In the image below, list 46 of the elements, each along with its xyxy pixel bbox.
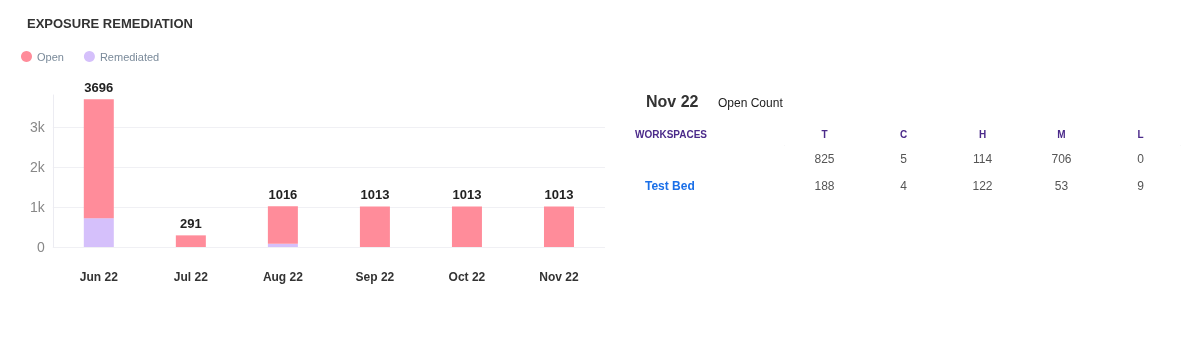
legend-label: Remediated <box>99 50 160 63</box>
x-tick-label: L <box>1137 128 1144 140</box>
x-tick-label: H <box>978 128 987 140</box>
bar <box>83 99 114 219</box>
data-label: 114 <box>972 151 993 166</box>
x-tick-label: T <box>821 128 828 140</box>
bar <box>543 206 574 247</box>
bar <box>83 218 114 247</box>
chart-subtitle: Open Count <box>718 96 784 110</box>
bar <box>175 235 206 247</box>
data-label: 706 <box>1051 151 1072 166</box>
total-label: 3696 <box>84 80 114 96</box>
data-label: 53 <box>1054 179 1069 194</box>
total-label: 1013 <box>544 187 574 203</box>
total-label: 1016 <box>268 187 298 203</box>
y-axis-title: WORKSPACES <box>635 128 708 140</box>
y-tick-label: 1k <box>29 199 46 215</box>
x-tick-label: Oct 22 <box>448 270 486 284</box>
data-label: 0 <box>1137 151 1145 166</box>
x-tick-label: Jun 22 <box>79 270 119 284</box>
data-label: 5 <box>900 151 908 166</box>
x-tick-label: M <box>1057 128 1066 140</box>
bar <box>267 206 298 244</box>
data-label: 825 <box>814 151 835 166</box>
bar <box>267 243 298 247</box>
total-label: 1013 <box>452 187 482 203</box>
chart-title: Nov 22 <box>646 92 699 110</box>
bar <box>359 206 390 247</box>
x-tick-label: Nov 22 <box>539 270 579 284</box>
data-label: 188 <box>814 179 835 194</box>
x-tick-label: Jul 22 <box>173 270 209 284</box>
bar <box>451 206 482 247</box>
y-tick-label: Test Bed <box>645 179 695 194</box>
total-label: 291 <box>179 216 202 232</box>
chart-title: EXPOSURE REMEDIATION <box>27 16 193 31</box>
total-label: 1013 <box>360 187 390 203</box>
data-label: 122 <box>972 179 993 194</box>
data-label: 9 <box>1137 179 1145 194</box>
data-label: 4 <box>900 179 908 194</box>
y-tick-label: 3k <box>29 119 46 135</box>
x-tick-label: Aug 22 <box>262 270 304 284</box>
legend-label: Open <box>37 50 64 63</box>
y-tick-label: 0 <box>36 239 45 255</box>
y-tick-label: 2k <box>29 159 46 175</box>
x-tick-label: Sep 22 <box>355 270 395 284</box>
x-tick-label: C <box>899 128 908 140</box>
